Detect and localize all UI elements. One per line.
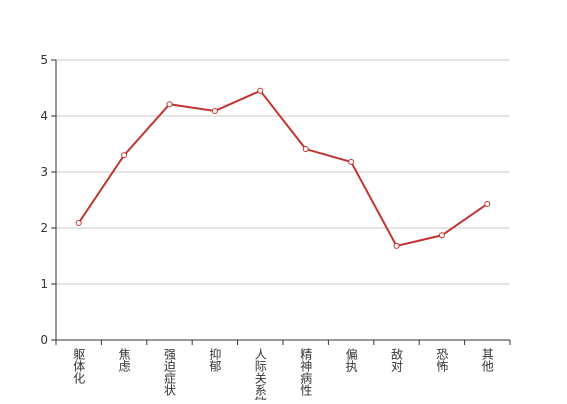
y-tick-label: 4	[40, 109, 48, 123]
point	[121, 152, 128, 159]
x-tick-label: 抑郁	[208, 347, 222, 373]
point	[257, 87, 264, 94]
point	[438, 232, 445, 239]
y-tick-label: 3	[40, 165, 48, 179]
x-tick-label: 精神病性	[299, 348, 313, 397]
point	[302, 146, 309, 153]
point	[484, 200, 491, 207]
y-tick-label: 5	[40, 53, 48, 67]
x-tick-label: 躯体化	[72, 347, 86, 385]
line	[77, 89, 488, 248]
x-tick-label: 敌对	[390, 347, 404, 372]
point	[75, 219, 82, 226]
point	[166, 101, 173, 108]
x-tick-label: 焦虑	[117, 348, 131, 372]
point	[393, 242, 400, 249]
x-tick-label: 偏执	[344, 347, 358, 373]
y-tick-label: 2	[40, 221, 48, 235]
x-tick-label: 强迫症状	[163, 348, 177, 396]
point	[211, 107, 218, 114]
x-tick-label: 恐怖	[435, 348, 449, 372]
x-tick-label: 其他	[480, 348, 494, 372]
y-tick-label: 1	[40, 277, 48, 291]
y-tick-label: 0	[40, 333, 48, 347]
point	[348, 158, 355, 165]
x-tick-label: 人际关系敏感	[253, 348, 267, 400]
